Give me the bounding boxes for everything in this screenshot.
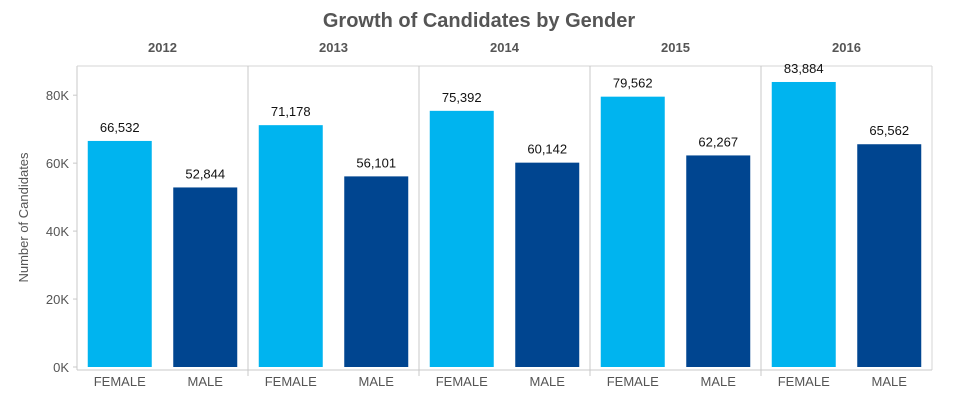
category-label-2013-female: FEMALE xyxy=(265,374,317,389)
panel-header-2016: 2016 xyxy=(832,40,861,55)
category-label-2016-male: MALE xyxy=(872,374,908,389)
category-label-2014-male: MALE xyxy=(530,374,566,389)
y-tick-label: 80K xyxy=(46,88,69,103)
category-label-2015-female: FEMALE xyxy=(607,374,659,389)
data-label-2016-male: 65,562 xyxy=(869,123,909,138)
category-label-2012-male: MALE xyxy=(188,374,224,389)
bar-2012-female xyxy=(87,140,152,367)
bar-2012-male xyxy=(173,187,238,367)
data-label-2015-female: 79,562 xyxy=(613,76,653,91)
data-label-2016-female: 83,884 xyxy=(784,61,824,76)
category-label-2016-female: FEMALE xyxy=(778,374,830,389)
panel-header-2013: 2013 xyxy=(319,40,348,55)
bar-2016-female xyxy=(771,81,836,367)
data-label-2013-male: 56,101 xyxy=(356,155,396,170)
data-label-2014-male: 60,142 xyxy=(527,142,567,157)
panel-header-2015: 2015 xyxy=(661,40,690,55)
category-label-2013-male: MALE xyxy=(359,374,395,389)
bar-2013-male xyxy=(344,176,409,367)
panel-header-2012: 2012 xyxy=(148,40,177,55)
category-label-2015-male: MALE xyxy=(701,374,737,389)
bar-2014-male xyxy=(515,162,580,367)
data-label-2015-male: 62,267 xyxy=(698,134,738,149)
chart-title: Growth of Candidates by Gender xyxy=(322,10,636,32)
y-tick-label: 0K xyxy=(53,360,69,375)
bar-2013-female xyxy=(258,125,323,367)
data-label-2013-female: 71,178 xyxy=(271,104,311,119)
data-label-2012-female: 66,532 xyxy=(100,120,140,135)
bar-2015-female xyxy=(600,96,665,368)
panel-header-2014: 2014 xyxy=(490,40,520,55)
category-label-2014-female: FEMALE xyxy=(436,374,488,389)
y-tick-label: 40K xyxy=(46,224,69,239)
bar-2016-male xyxy=(857,144,922,367)
y-tick-label: 20K xyxy=(46,292,69,307)
y-axis-title: Number of Candidates xyxy=(16,152,31,283)
category-label-2012-female: FEMALE xyxy=(94,374,146,389)
data-label-2012-male: 52,844 xyxy=(185,166,225,181)
bar-2014-female xyxy=(429,110,494,367)
bar-2015-male xyxy=(686,155,751,367)
y-tick-label: 60K xyxy=(46,156,69,171)
data-label-2014-female: 75,392 xyxy=(442,90,482,105)
